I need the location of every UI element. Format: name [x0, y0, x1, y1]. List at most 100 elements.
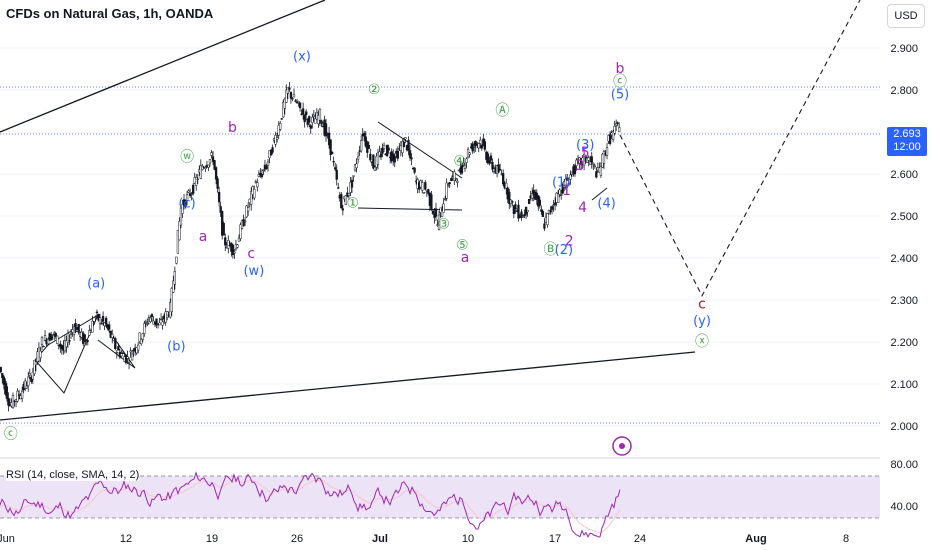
candle-body [111, 334, 114, 338]
wave-label: a [461, 250, 470, 266]
candle-body [196, 178, 199, 181]
candle-body [407, 140, 410, 151]
candle-body [243, 220, 247, 223]
candle-body [393, 155, 396, 163]
candle-body [83, 334, 86, 342]
wave-label: (5) [611, 87, 629, 102]
candle-body [587, 157, 590, 161]
candle-body [324, 123, 328, 137]
candle-body [508, 191, 511, 205]
candle-body [502, 173, 505, 185]
wave-label: ② [368, 82, 381, 98]
wave-label: 1 [562, 183, 571, 199]
candle-body [460, 164, 464, 174]
candle-body [155, 318, 158, 326]
lower-trendline [0, 351, 696, 421]
candle-body [318, 109, 322, 121]
candle-body [199, 165, 202, 179]
candle-body [497, 164, 500, 173]
wave-label: Ⓑ [544, 242, 558, 258]
candle-body [618, 127, 621, 133]
candle-body [158, 322, 161, 326]
candle-body [77, 323, 80, 333]
candle-body [387, 147, 390, 151]
candle-body [260, 174, 264, 178]
last-price-tag: 2.693 12:00 [887, 127, 927, 156]
chart-grid [0, 47, 880, 427]
candle-body [88, 330, 91, 336]
candle-body [1, 373, 4, 379]
candle-body [540, 209, 543, 212]
candle-body [575, 159, 578, 167]
candle-body [103, 322, 106, 326]
candle-body [236, 244, 239, 248]
candle-body [526, 210, 529, 213]
candle-body [173, 271, 177, 285]
candle-body [289, 91, 293, 99]
candle-body [430, 194, 433, 210]
rsi-sma-line [0, 479, 621, 534]
candle-body [335, 169, 338, 180]
candle-body [372, 154, 375, 169]
candle-body [340, 194, 343, 209]
candle-body [108, 324, 111, 330]
candle-body [286, 87, 290, 94]
wave-label: ⓦ [180, 149, 194, 165]
candle-body [483, 141, 487, 150]
candle-body [382, 145, 386, 149]
candle-body [211, 156, 215, 162]
wave-label: ④ [453, 154, 466, 170]
candle-body [329, 139, 332, 155]
candle-body [491, 161, 494, 170]
candle-body [595, 171, 598, 178]
candle-body [7, 398, 10, 406]
candle-body [104, 317, 108, 325]
candle-body [557, 193, 560, 203]
candle-body [443, 198, 447, 200]
candle-body [39, 350, 42, 358]
time-axis: Jun 12 19 26 Jul 10 17 24 Aug 8 [0, 533, 849, 545]
candle-body [590, 156, 593, 163]
candle-body [448, 182, 451, 185]
candle-body [378, 151, 381, 157]
wave-label: ⓒ [613, 74, 627, 90]
candle-body [396, 150, 399, 159]
candle-body [179, 207, 183, 226]
candle-body [140, 339, 143, 344]
wave-label: ① [346, 196, 359, 212]
candle-body [560, 194, 563, 197]
rsi-band [0, 476, 880, 518]
wave-label: c [247, 246, 255, 262]
candle-body [149, 317, 152, 323]
candle-body [421, 182, 424, 191]
candle-body [305, 111, 308, 115]
candle-body [20, 390, 24, 399]
candle-body [34, 361, 38, 366]
wave-label: ⓒ [4, 427, 18, 443]
candle-body [98, 317, 102, 325]
candle-body [50, 334, 53, 341]
currency-button[interactable]: USD [887, 4, 925, 28]
candle-body [178, 220, 181, 241]
candle-body [91, 320, 94, 333]
candle-body [381, 147, 384, 154]
candle-body [512, 205, 516, 214]
candle-body [257, 174, 260, 177]
candle-body [120, 353, 123, 357]
candle-body [320, 120, 323, 124]
candle-body [569, 174, 572, 180]
candle-body [337, 187, 340, 189]
candle-body [442, 203, 445, 213]
candle-body [303, 114, 306, 123]
candle-body [541, 211, 545, 217]
candle-body [344, 195, 348, 205]
candle-body [0, 367, 2, 373]
candle-body [434, 208, 438, 217]
candle-body [520, 211, 523, 218]
candle-body [480, 144, 483, 149]
candle-body [276, 137, 279, 140]
candle-body [440, 210, 444, 217]
price-tick-label: 2.300 [890, 295, 918, 307]
candle-body [126, 356, 129, 359]
candle-body [279, 122, 282, 130]
